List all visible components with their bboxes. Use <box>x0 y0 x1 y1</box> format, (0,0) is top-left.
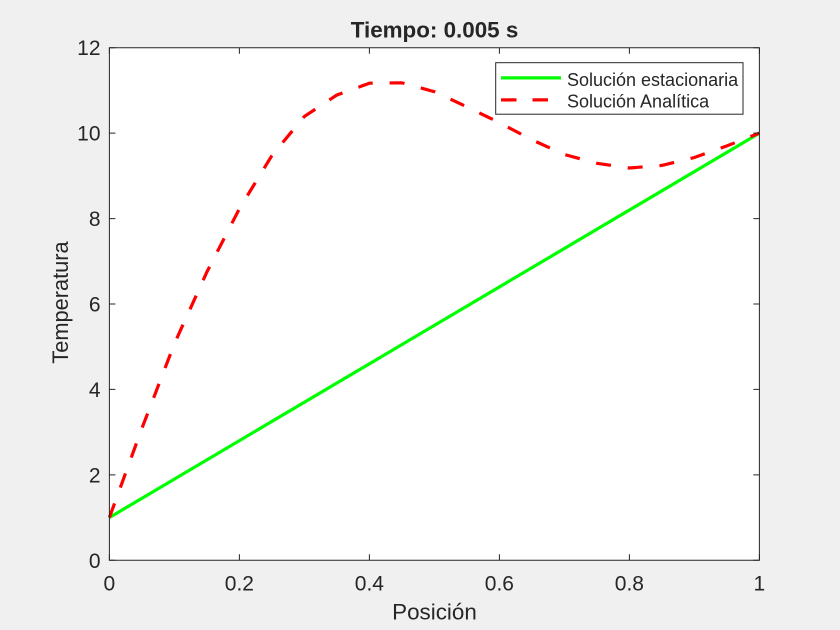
svg-text:0.6: 0.6 <box>485 573 514 596</box>
svg-text:Temperatura: Temperatura <box>48 240 73 363</box>
svg-text:12: 12 <box>77 37 100 60</box>
svg-text:0.2: 0.2 <box>225 573 254 596</box>
svg-text:Solución Analítica: Solución Analítica <box>567 91 710 111</box>
svg-text:2: 2 <box>89 464 101 487</box>
svg-text:0: 0 <box>104 573 116 596</box>
svg-text:4: 4 <box>89 379 101 402</box>
svg-text:0: 0 <box>89 550 101 573</box>
svg-text:8: 8 <box>89 208 101 231</box>
svg-text:10: 10 <box>77 123 100 146</box>
svg-text:Posición: Posición <box>392 600 477 625</box>
svg-text:Solución estacionaria: Solución estacionaria <box>567 70 739 90</box>
svg-text:Tiempo: 0.005 s: Tiempo: 0.005 s <box>351 18 519 43</box>
svg-text:1: 1 <box>754 573 766 596</box>
svg-text:0.8: 0.8 <box>615 573 644 596</box>
svg-text:0.4: 0.4 <box>355 573 385 596</box>
svg-text:6: 6 <box>89 294 101 317</box>
